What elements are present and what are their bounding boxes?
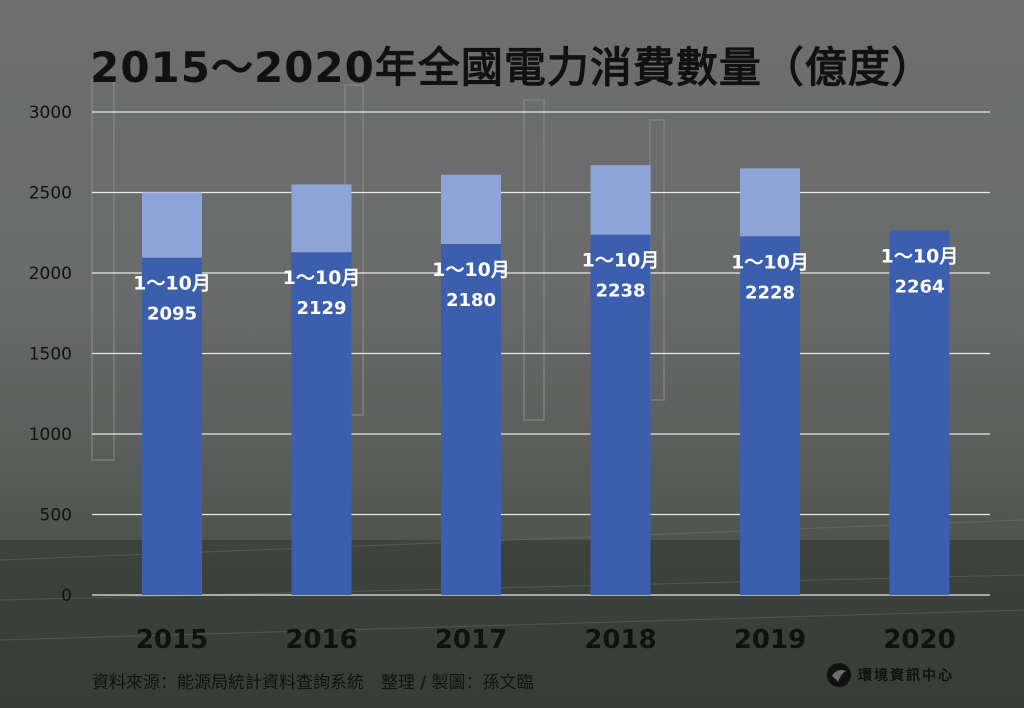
x-tick-label: 2018 bbox=[584, 625, 656, 655]
x-tick-label: 2016 bbox=[285, 625, 357, 655]
y-tick-label: 2000 bbox=[29, 264, 72, 284]
gridlines bbox=[92, 111, 990, 596]
bar-period-label: 1～10月 bbox=[133, 273, 211, 295]
y-tick-label: 0 bbox=[61, 586, 72, 606]
y-tick-label: 1500 bbox=[29, 345, 72, 365]
y-tick-label: 1000 bbox=[29, 425, 72, 445]
bar-jan-oct bbox=[142, 257, 202, 595]
bar-value-label: 2228 bbox=[745, 282, 795, 303]
x-tick-label: 2020 bbox=[883, 625, 955, 655]
brand-logo: 環境資訊中心 bbox=[826, 662, 954, 688]
bar-value-label: 2095 bbox=[147, 304, 197, 325]
bar-jan-oct bbox=[291, 252, 352, 595]
y-tick-label: 2500 bbox=[29, 184, 72, 204]
source-note: 資料來源：能源局統計資料查詢系統 整理 / 製圖：孫文臨 bbox=[92, 673, 534, 693]
bar-value-label: 2264 bbox=[894, 276, 944, 297]
bar-period-label: 1～10月 bbox=[731, 251, 809, 273]
x-axis-ticks: 2015 2016 2017 2018 2019 2020 bbox=[136, 625, 956, 655]
bar-period-label: 1～10月 bbox=[432, 259, 510, 281]
bar-jan-oct bbox=[740, 236, 800, 596]
bar-period-label: 1～10月 bbox=[881, 245, 959, 267]
x-tick-label: 2017 bbox=[435, 625, 507, 655]
bars: 1～10月 2095 1～10月 2129 1～10月 2180 1～10月 2238 1～10… bbox=[133, 165, 959, 596]
x-tick-label: 2015 bbox=[136, 625, 208, 655]
bar-value-label: 2238 bbox=[595, 281, 645, 302]
bar-jan-oct bbox=[441, 244, 501, 595]
chart-title: 2015～2020年全國電力消費數量（億度） bbox=[90, 43, 934, 92]
bar-period-label: 1～10月 bbox=[582, 250, 660, 272]
y-axis-ticks: 0 500 1000 1500 2000 2500 3000 bbox=[29, 103, 72, 606]
bar-jan-oct bbox=[590, 234, 651, 595]
bar-value-label: 2129 bbox=[296, 298, 346, 319]
brand-label: 環境資訊中心 bbox=[858, 668, 954, 684]
bar-jan-oct bbox=[889, 230, 950, 595]
globe-leaf-icon bbox=[827, 663, 851, 687]
x-tick-label: 2019 bbox=[734, 625, 806, 655]
y-tick-label: 3000 bbox=[29, 103, 72, 123]
y-tick-label: 500 bbox=[40, 506, 72, 526]
bar-value-label: 2180 bbox=[446, 290, 496, 311]
bar-period-label: 1～10月 bbox=[283, 267, 361, 289]
